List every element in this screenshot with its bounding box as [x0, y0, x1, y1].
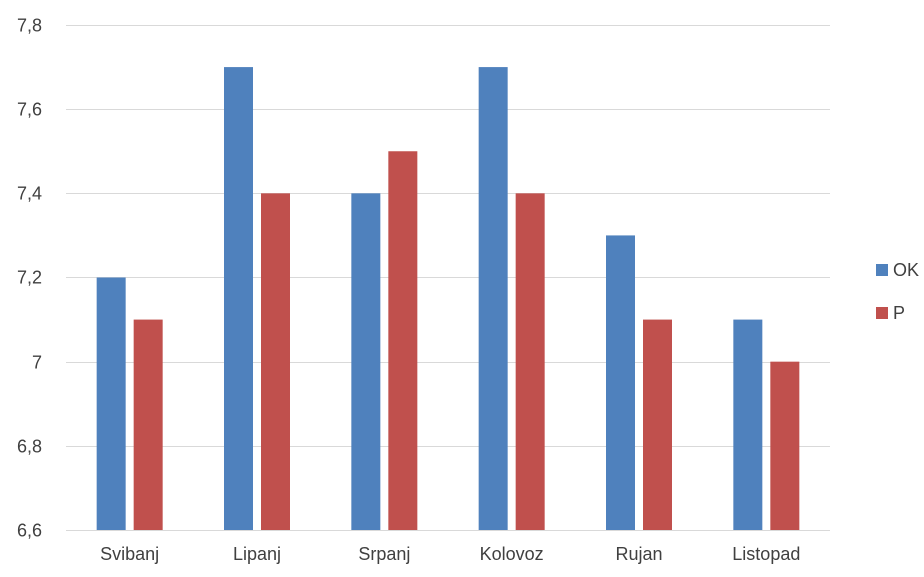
bar-p-listopad: [770, 361, 800, 530]
y-tick-label: 7,8: [17, 16, 42, 36]
bar-ok-kolovoz: [478, 67, 508, 530]
y-tick-label: 7,4: [17, 184, 42, 204]
x-tick-label: Srpanj: [358, 544, 410, 564]
x-tick-label: Rujan: [615, 544, 662, 564]
x-tick-label: Kolovoz: [480, 544, 544, 564]
y-tick-label: 7: [32, 353, 42, 373]
legend-swatch-ok: [876, 264, 888, 276]
x-tick-label: Lipanj: [233, 544, 281, 564]
y-axis-ticks: 6,6 6,8 7 7,2 7,4 7,6 7,8: [17, 16, 42, 541]
legend-label-p: P: [893, 303, 905, 323]
bar-p-kolovoz: [515, 193, 545, 531]
y-tick-label: 6,8: [17, 437, 42, 457]
bar-p-lipanj: [261, 193, 290, 531]
y-tick-label: 6,6: [17, 521, 42, 541]
legend: OK P: [876, 260, 919, 323]
bar-ok-srpanj: [351, 193, 381, 531]
x-axis-ticks: Svibanj Lipanj Srpanj Kolovoz Rujan Listopad: [100, 544, 800, 564]
y-tick-label: 7,6: [17, 100, 42, 120]
bar-p-srpanj: [388, 151, 418, 530]
legend-label-ok: OK: [893, 260, 919, 280]
gridlines: [66, 25, 830, 531]
legend-swatch-p: [876, 307, 888, 319]
bar-p-svibanj: [133, 319, 163, 530]
bars: [96, 67, 800, 531]
bar-ok-listopad: [733, 319, 763, 530]
bar-ok-lipanj: [224, 67, 253, 530]
x-tick-label: Svibanj: [100, 544, 159, 564]
bar-ok-rujan: [606, 235, 635, 530]
x-tick-label: Listopad: [732, 544, 800, 564]
y-tick-label: 7,2: [17, 268, 42, 288]
bar-ok-svibanj: [96, 277, 126, 530]
bar-p-rujan: [643, 319, 672, 530]
